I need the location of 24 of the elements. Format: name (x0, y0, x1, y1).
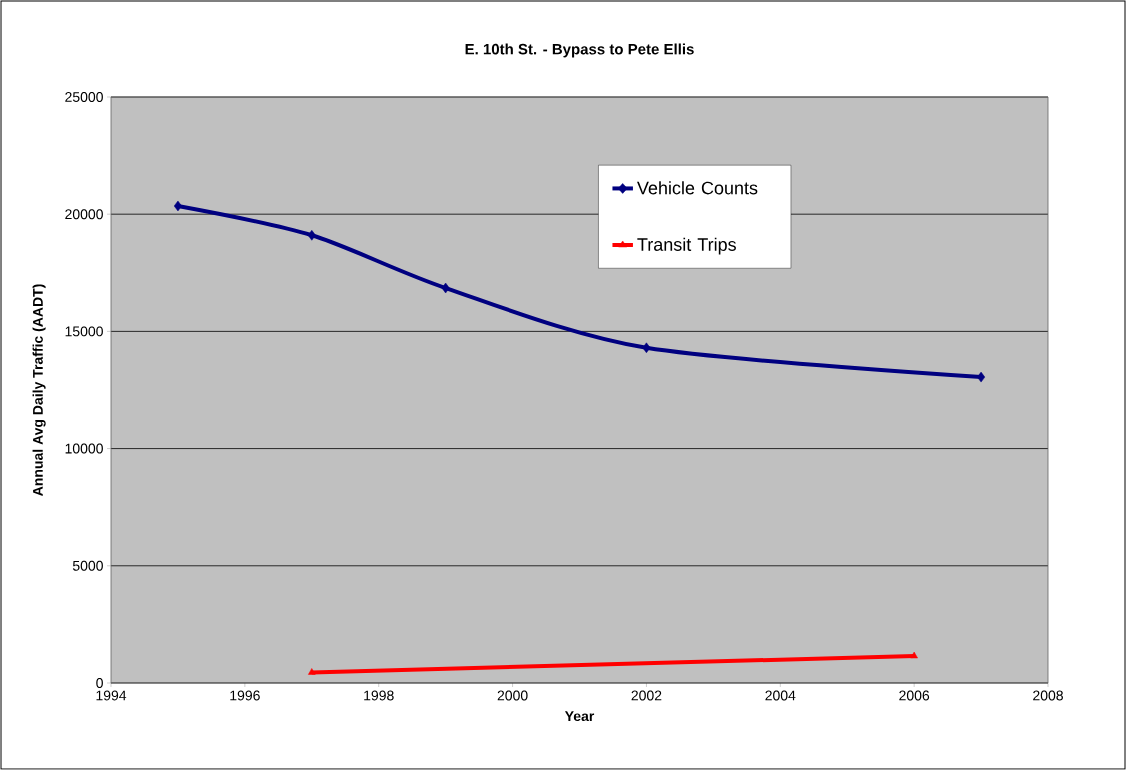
legend-label: Transit Trips (637, 237, 736, 255)
x-tick-label: 2004 (765, 690, 796, 701)
point (307, 230, 316, 241)
y-tick-label: 5000 (72, 560, 103, 571)
y-tick-label: 10000 (65, 443, 103, 454)
y-tick-label: 25000 (65, 92, 103, 102)
legend-label: Vehicle Counts (637, 181, 758, 195)
point (642, 342, 651, 354)
x-tick-label: 2000 (497, 690, 528, 701)
y-tick-label: 0 (96, 678, 103, 688)
x-tick-label: 1996 (230, 690, 260, 701)
y-tick-label: 15000 (65, 326, 103, 337)
x-axis-title: Year (564, 711, 595, 722)
x-tick-label: 2006 (899, 690, 930, 701)
x-tick-label: 1998 (364, 690, 394, 701)
x-tick-label: 2008 (1033, 690, 1063, 701)
y-tick-label: 20000 (65, 209, 103, 220)
point (441, 282, 450, 294)
x-tick-label: 2002 (631, 690, 662, 701)
point (173, 200, 182, 212)
y-axis-title: Annual Avg Daily Traffic (AADT) (32, 284, 46, 496)
point (977, 371, 986, 383)
x-tick-label: 1994 (96, 690, 127, 701)
chart-title: E. 10th St. - Bypass to Pete Ellis (465, 43, 694, 58)
